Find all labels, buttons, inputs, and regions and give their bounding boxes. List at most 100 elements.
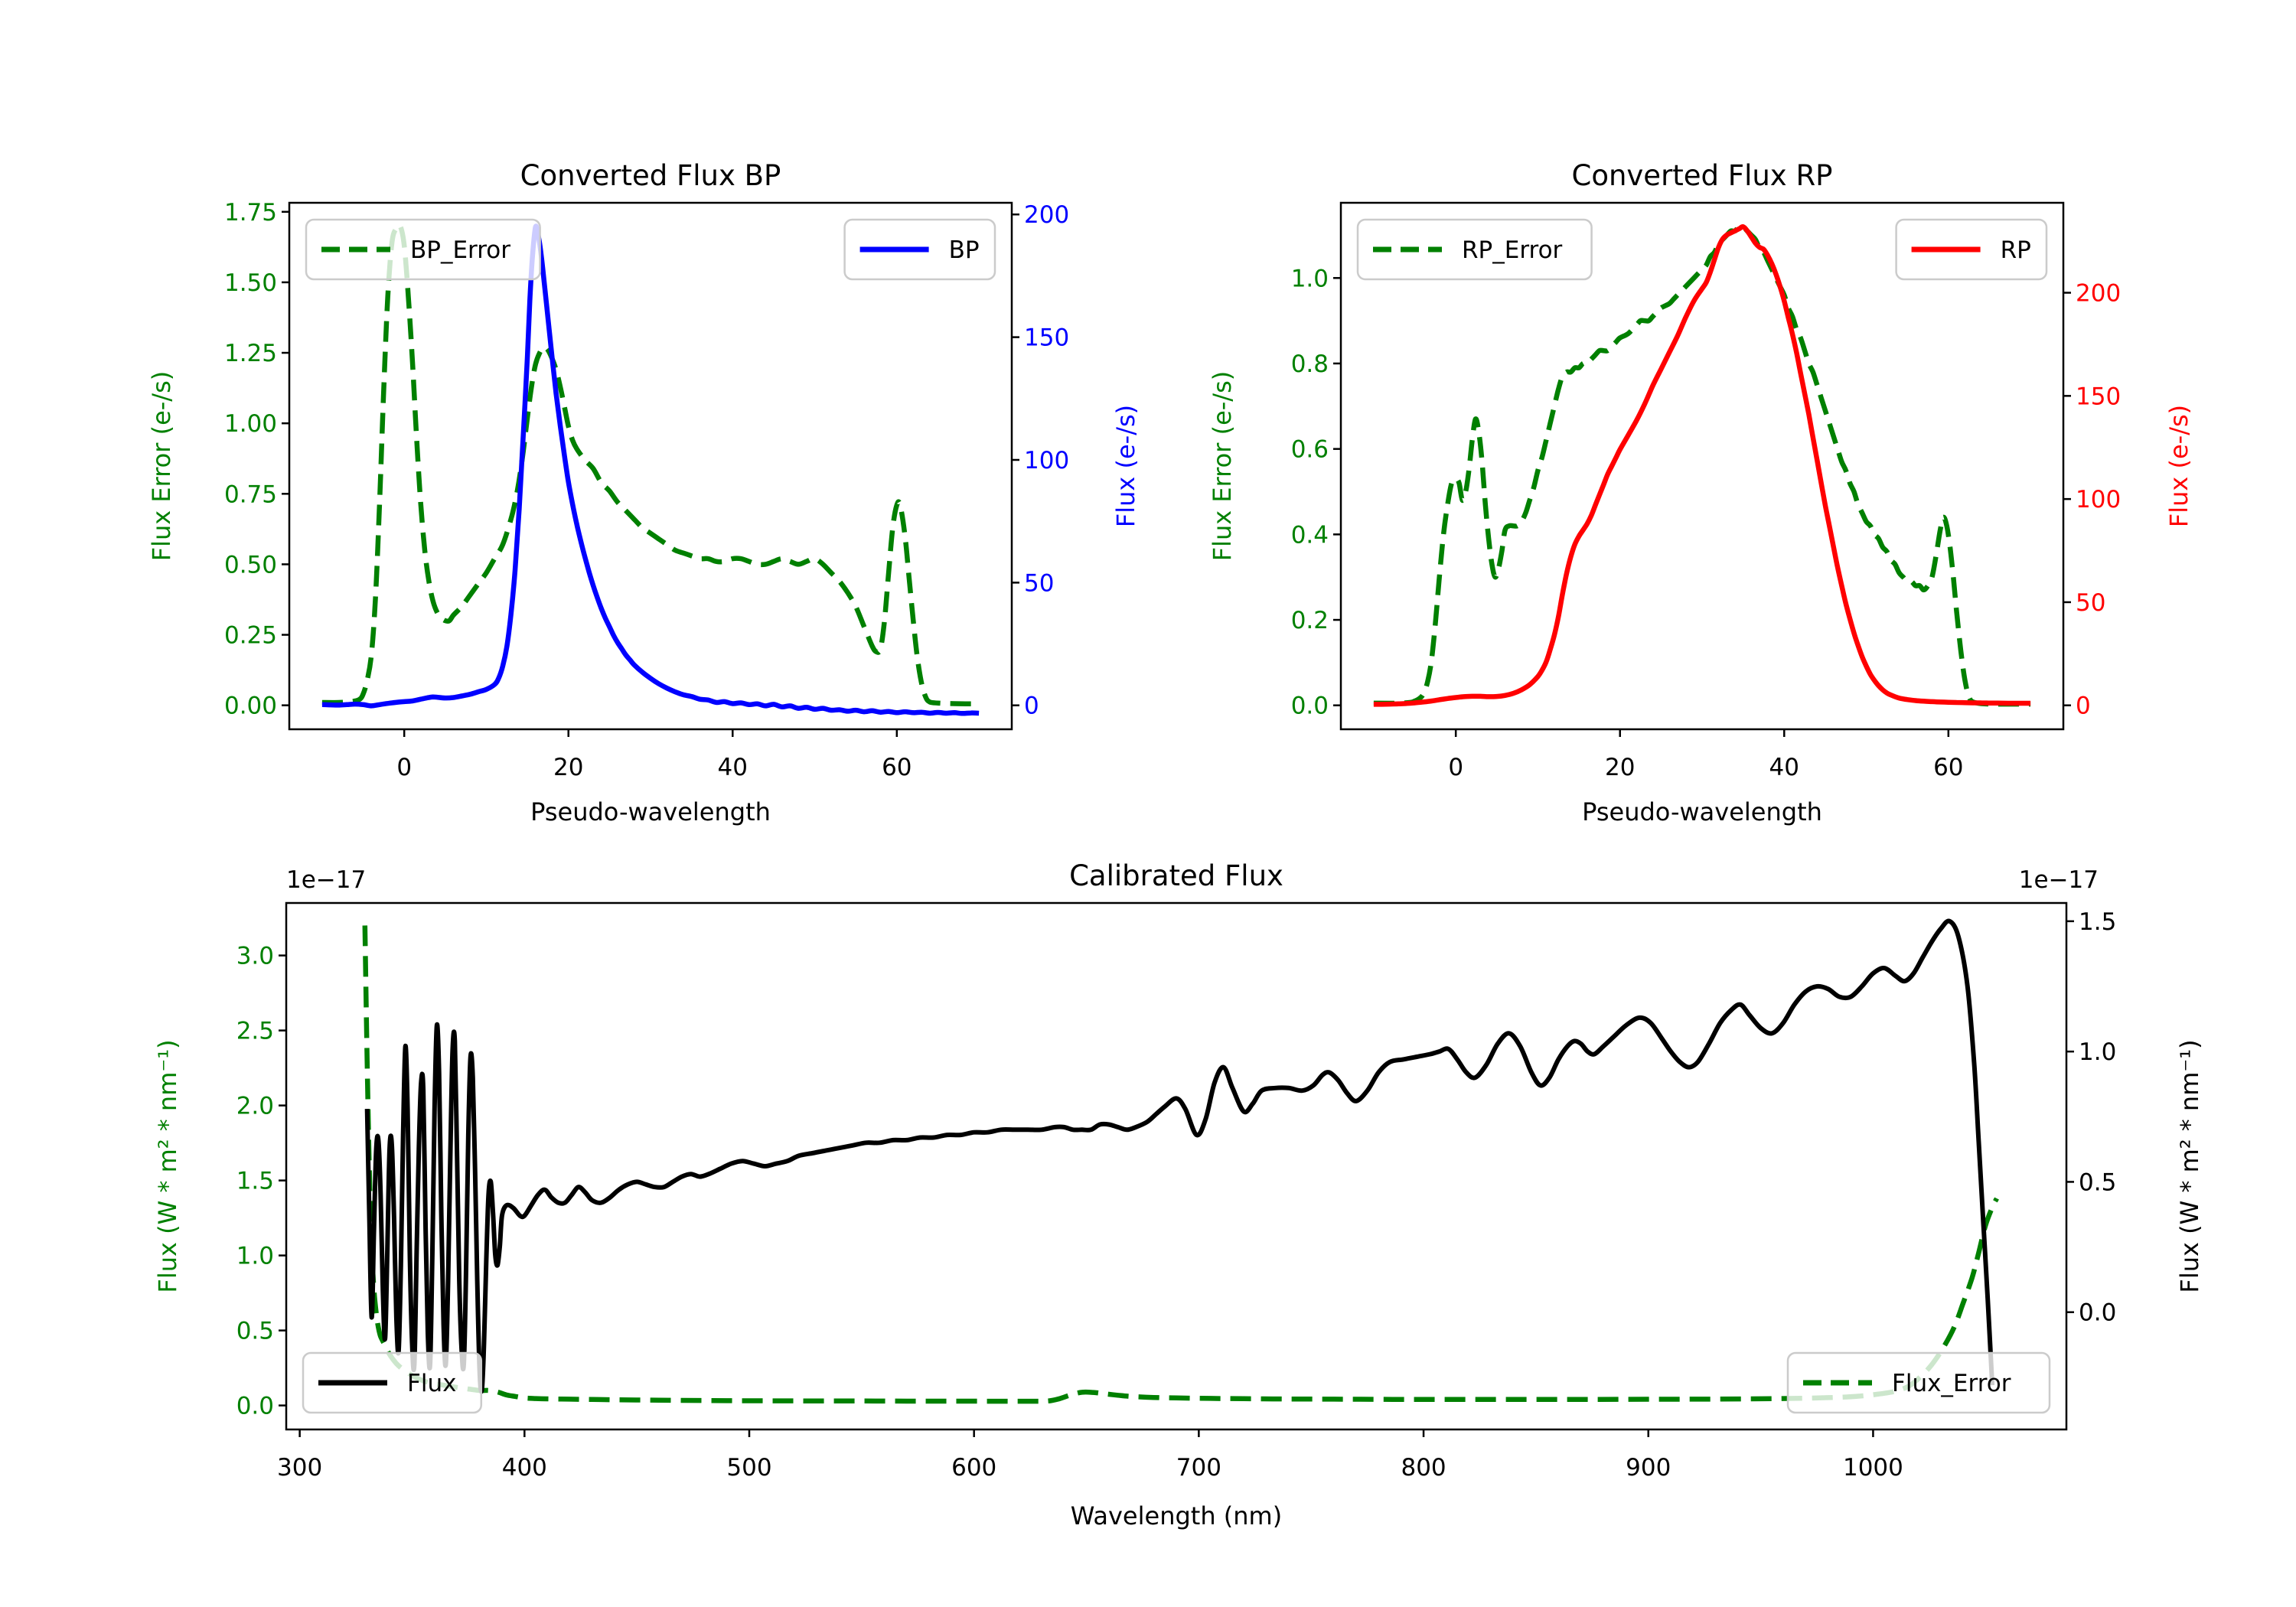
legend-label: Flux [407, 1370, 456, 1397]
x-tick-label: 40 [1769, 754, 1799, 781]
calibrated-plot: 300 400 500 600 700 800 900 1000 0.0 0.5 1.0 1.5 2.0… [236, 901, 2116, 1482]
y-tick-label: 150 [2076, 383, 2121, 410]
y-tick-label: 1.75 [224, 199, 277, 227]
x-tick-label: 700 [1176, 1454, 1221, 1482]
calibrated-xaxis-label: Wavelength (nm) [1071, 1501, 1282, 1530]
y-tick-label: 100 [1024, 447, 1069, 474]
rp-right-yaxis-label: Flux (e-/s) [2164, 405, 2193, 527]
calibrated-right-yaxis-ticks: 0.0 0.5 1.0 1.5 [2066, 908, 2116, 1327]
x-tick-label: 60 [882, 754, 912, 781]
bp-curve [321, 223, 980, 716]
y-tick-label: 0.6 [1291, 436, 1329, 464]
y-tick-label: 2.0 [236, 1093, 274, 1120]
y-tick-label: 0.00 [224, 693, 277, 720]
y-tick-label: 0.4 [1291, 521, 1329, 549]
rp-curves [1373, 223, 2031, 707]
rp-left-yaxis-ticks: 0.0 0.2 0.4 0.6 0.8 1.0 [1291, 265, 1341, 720]
calibrated-xaxis-ticks: 300 400 500 600 700 800 900 1000 [277, 1429, 1903, 1482]
bp-right-yaxis-ticks: 0 50 100 150 200 [1012, 201, 1069, 720]
y-tick-label: 100 [2076, 486, 2121, 513]
legend-box [1786, 1351, 2051, 1414]
y-tick-label: 1.5 [2079, 908, 2116, 936]
legend-box [305, 218, 541, 281]
bp-axes-spines [288, 201, 1013, 731]
rp-error-curve [1373, 223, 2031, 707]
legend-rp-error: RP_Error [1356, 218, 1593, 281]
legend-label: BP_Error [410, 236, 510, 264]
rp-axes-spines [1339, 201, 2065, 731]
y-tick-label: 0 [1024, 693, 1039, 720]
y-tick-label: 0.25 [224, 622, 277, 650]
y-tick-label: 0.2 [1291, 607, 1329, 634]
rp-xaxis-label: Pseudo-wavelength [1582, 797, 1822, 826]
legend-label: BP [949, 236, 980, 264]
x-tick-label: 900 [1626, 1454, 1671, 1482]
x-tick-label: 20 [1605, 754, 1635, 781]
y-tick-label: 1.0 [236, 1243, 274, 1270]
rp-left-yaxis-label: Flux Error (e-/s) [1208, 371, 1237, 562]
x-tick-label: 0 [1448, 754, 1463, 781]
y-tick-label: 1.0 [1291, 265, 1329, 292]
bp-plot: 0 20 40 600.000.250.500.751.001.251.501.750… [224, 199, 1069, 781]
legend-rp: RP [1895, 218, 2048, 281]
x-tick-label: 40 [718, 754, 748, 781]
legend-label: RP [2001, 236, 2031, 264]
y-tick-label: 150 [1024, 324, 1069, 352]
y-tick-label: 3.0 [236, 943, 274, 970]
x-tick-label: 800 [1401, 1454, 1446, 1482]
legend-flux-error: Flux_Error [1786, 1351, 2051, 1414]
bp-left-yaxis-label: Flux Error (e-/s) [147, 371, 176, 562]
y-tick-label: 50 [1024, 569, 1054, 597]
legend-flux: Flux [302, 1351, 483, 1414]
y-tick-label: 0.0 [1291, 693, 1329, 720]
legend-label: RP_Error [1462, 236, 1563, 264]
x-tick-label: 60 [1933, 754, 1963, 781]
y-tick-label: 0.5 [2079, 1169, 2116, 1196]
y-tick-label: 0.8 [1291, 350, 1329, 378]
y-tick-label: 0 [2076, 693, 2091, 720]
legend-label: Flux_Error [1892, 1370, 2011, 1397]
legend-box [1356, 218, 1593, 281]
bp-right-yaxis-label: Flux (e-/s) [1111, 405, 1140, 527]
calibrated-axes-spines [285, 901, 2068, 1431]
y-tick-label: 0.75 [224, 481, 277, 508]
x-tick-label: 500 [726, 1454, 771, 1482]
bp-curves [321, 222, 980, 716]
x-tick-label: 400 [502, 1454, 547, 1482]
flux-curve [364, 918, 1995, 1394]
x-tick-label: 1000 [1843, 1454, 1903, 1482]
calibrated-left-yaxis-label: Flux (W * m² * nm⁻¹) [153, 1039, 182, 1292]
x-tick-label: 20 [553, 754, 583, 781]
y-tick-label: 1.25 [224, 340, 277, 367]
rp-plot-title: Converted Flux RP [1571, 159, 1832, 192]
y-tick-label: 0.50 [224, 551, 277, 579]
bp-left-yaxis-ticks: 0.00 0.25 0.50 0.75 1.00 1.25 1.50 1.75 [224, 199, 289, 720]
bp-xaxis-ticks: 0 20 40 60 [396, 729, 912, 781]
y-tick-label: 0.5 [236, 1318, 274, 1345]
bp-plot-title: Converted Flux BP [520, 159, 781, 192]
legend-bp-error: BP_Error [305, 218, 541, 281]
y-tick-label: 50 [2076, 589, 2105, 617]
calibrated-plot-title: Calibrated Flux [1069, 859, 1283, 892]
y-tick-label: 1.00 [224, 410, 277, 438]
x-tick-label: 600 [951, 1454, 996, 1482]
calibrated-right-yaxis-label: Flux (W * m² * nm⁻¹) [2175, 1039, 2204, 1292]
rp-xaxis-ticks: 0 20 40 60 [1448, 729, 1964, 781]
legend-box [302, 1351, 483, 1414]
y-tick-label: 0.0 [2079, 1299, 2116, 1327]
bp-xaxis-label: Pseudo-wavelength [530, 797, 771, 826]
x-tick-label: 0 [396, 754, 412, 781]
y-tick-label: 1.5 [236, 1168, 274, 1195]
y-tick-label: 1.50 [224, 269, 277, 297]
y-tick-label: 0.0 [236, 1393, 274, 1420]
right-axis-offset-text: 1e−17 [2019, 866, 2099, 894]
bp-error-curve [321, 222, 980, 707]
rp-plot: 0 20 40 60 0.0 0.2 0.4 0.6 0.8 1.0 0 50 100 150 200 RP_… [1291, 201, 2121, 781]
left-axis-offset-text: 1e−17 [286, 866, 366, 894]
rp-curve [1373, 224, 2031, 707]
legend-bp: BP [843, 218, 996, 281]
y-tick-label: 200 [1024, 201, 1069, 229]
calibrated-left-yaxis-ticks: 0.0 0.5 1.0 1.5 2.0 2.5 3.0 [236, 943, 286, 1420]
